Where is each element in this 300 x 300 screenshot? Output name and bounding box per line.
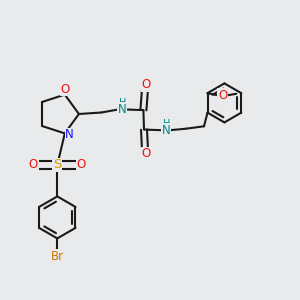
Text: O: O (29, 158, 38, 171)
Text: Br: Br (51, 250, 64, 263)
Text: H: H (163, 119, 170, 129)
Text: O: O (77, 158, 86, 171)
Text: S: S (53, 158, 61, 171)
Text: O: O (141, 78, 150, 91)
Text: N: N (118, 103, 127, 116)
Text: O: O (141, 147, 150, 160)
Text: O: O (60, 83, 69, 96)
Text: N: N (65, 128, 74, 141)
Text: N: N (161, 124, 170, 137)
Text: H: H (119, 98, 126, 109)
Text: O: O (218, 89, 227, 102)
